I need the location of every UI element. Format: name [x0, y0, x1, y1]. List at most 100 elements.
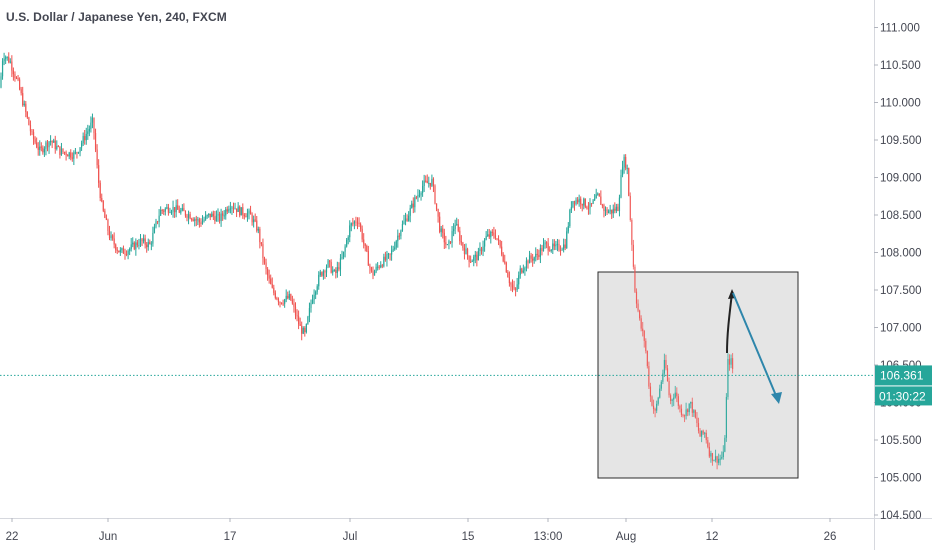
candle-body: [23, 103, 25, 106]
candle-body: [549, 250, 551, 252]
candle-body: [152, 232, 154, 244]
candle-body: [167, 207, 169, 213]
last-price-label: 106.361: [880, 368, 924, 382]
candle-body: [352, 223, 354, 225]
candle-body: [195, 219, 197, 221]
candle-body: [532, 258, 534, 261]
candle-body: [180, 210, 182, 213]
candle-body: [615, 206, 617, 211]
candle-body: [118, 250, 120, 253]
candle-body: [74, 152, 76, 154]
candle-body: [330, 262, 332, 273]
candle-body: [493, 232, 495, 236]
candle-body: [625, 156, 627, 169]
candle-body: [39, 146, 41, 150]
candle-body: [276, 297, 278, 300]
candle-body: [234, 208, 236, 210]
candle-body: [533, 257, 535, 261]
candle-body: [220, 213, 222, 222]
candle-body: [468, 255, 470, 262]
y-tick-label: 105.000: [880, 473, 922, 485]
candle-body: [465, 248, 467, 254]
candle-body: [178, 209, 180, 213]
candle-body: [256, 220, 258, 231]
candle-body: [473, 256, 475, 261]
candle-body: [87, 131, 89, 134]
candle-body: [704, 432, 706, 434]
candle-body: [380, 265, 382, 268]
candle-body: [214, 216, 216, 222]
candle-body: [342, 251, 345, 258]
candle-body: [428, 182, 430, 184]
candle-body: [22, 93, 24, 106]
candle-body: [254, 219, 256, 221]
candle-body: [85, 133, 87, 141]
candle-body: [397, 235, 399, 242]
candle-body: [372, 270, 374, 276]
candle-body: [205, 215, 207, 220]
candle-body: [121, 248, 123, 251]
candle-body: [516, 284, 518, 290]
candle-body: [626, 168, 628, 170]
candle-body: [373, 271, 376, 276]
candle-body: [358, 222, 360, 225]
candle-body: [575, 199, 577, 205]
candle-body: [466, 248, 469, 256]
candle-body: [454, 225, 456, 230]
candle-body: [494, 235, 497, 239]
candle-body: [236, 208, 238, 212]
candle-body: [186, 215, 188, 218]
candle-body: [408, 215, 410, 221]
candle-body: [592, 200, 594, 204]
candle-body: [125, 253, 128, 255]
candle-body: [519, 268, 521, 276]
candle-body: [299, 324, 301, 326]
candle-body: [677, 396, 679, 406]
candle-body: [440, 228, 442, 232]
candle-body: [404, 218, 407, 222]
candle-body: [1, 61, 4, 77]
candle-body: [387, 253, 390, 255]
candle-body: [714, 456, 717, 461]
candle-body: [226, 209, 228, 212]
candle-body: [699, 430, 701, 437]
candle-body: [375, 266, 377, 272]
candle-body: [113, 238, 115, 245]
candle-body: [296, 315, 298, 317]
candle-body: [308, 308, 311, 317]
candle-body: [561, 249, 563, 251]
candle-body: [116, 249, 118, 251]
candle-body: [96, 149, 98, 166]
candle-body: [170, 211, 173, 213]
candle-body: [147, 242, 149, 248]
countdown-badge: [875, 386, 932, 406]
candle-body: [459, 230, 461, 242]
chart-title: U.S. Dollar / Japanese Yen, 240, FXCM: [6, 10, 227, 24]
candle-body: [499, 240, 501, 247]
candle-body: [209, 213, 211, 218]
candle-body: [504, 261, 506, 263]
candle-body: [683, 415, 686, 417]
candle-body: [643, 331, 645, 341]
candle-body: [349, 225, 351, 238]
candle-body: [601, 204, 603, 206]
candle-body: [107, 219, 109, 231]
candle-body: [445, 242, 447, 245]
candle-body: [589, 203, 591, 209]
candle-body: [528, 255, 531, 264]
candle-body: [31, 131, 33, 133]
candle-body: [141, 238, 143, 242]
candle-body: [676, 392, 678, 397]
candle-body: [19, 79, 21, 90]
candle-body: [122, 248, 125, 254]
candle-body: [79, 147, 81, 153]
candle-body: [654, 409, 656, 411]
candle-body: [563, 244, 565, 250]
candle-body: [161, 209, 163, 211]
candle-body: [198, 219, 200, 223]
candle-body: [268, 275, 270, 279]
candle-body: [5, 57, 7, 59]
candle-body: [174, 207, 176, 213]
candle-body: [28, 117, 30, 126]
